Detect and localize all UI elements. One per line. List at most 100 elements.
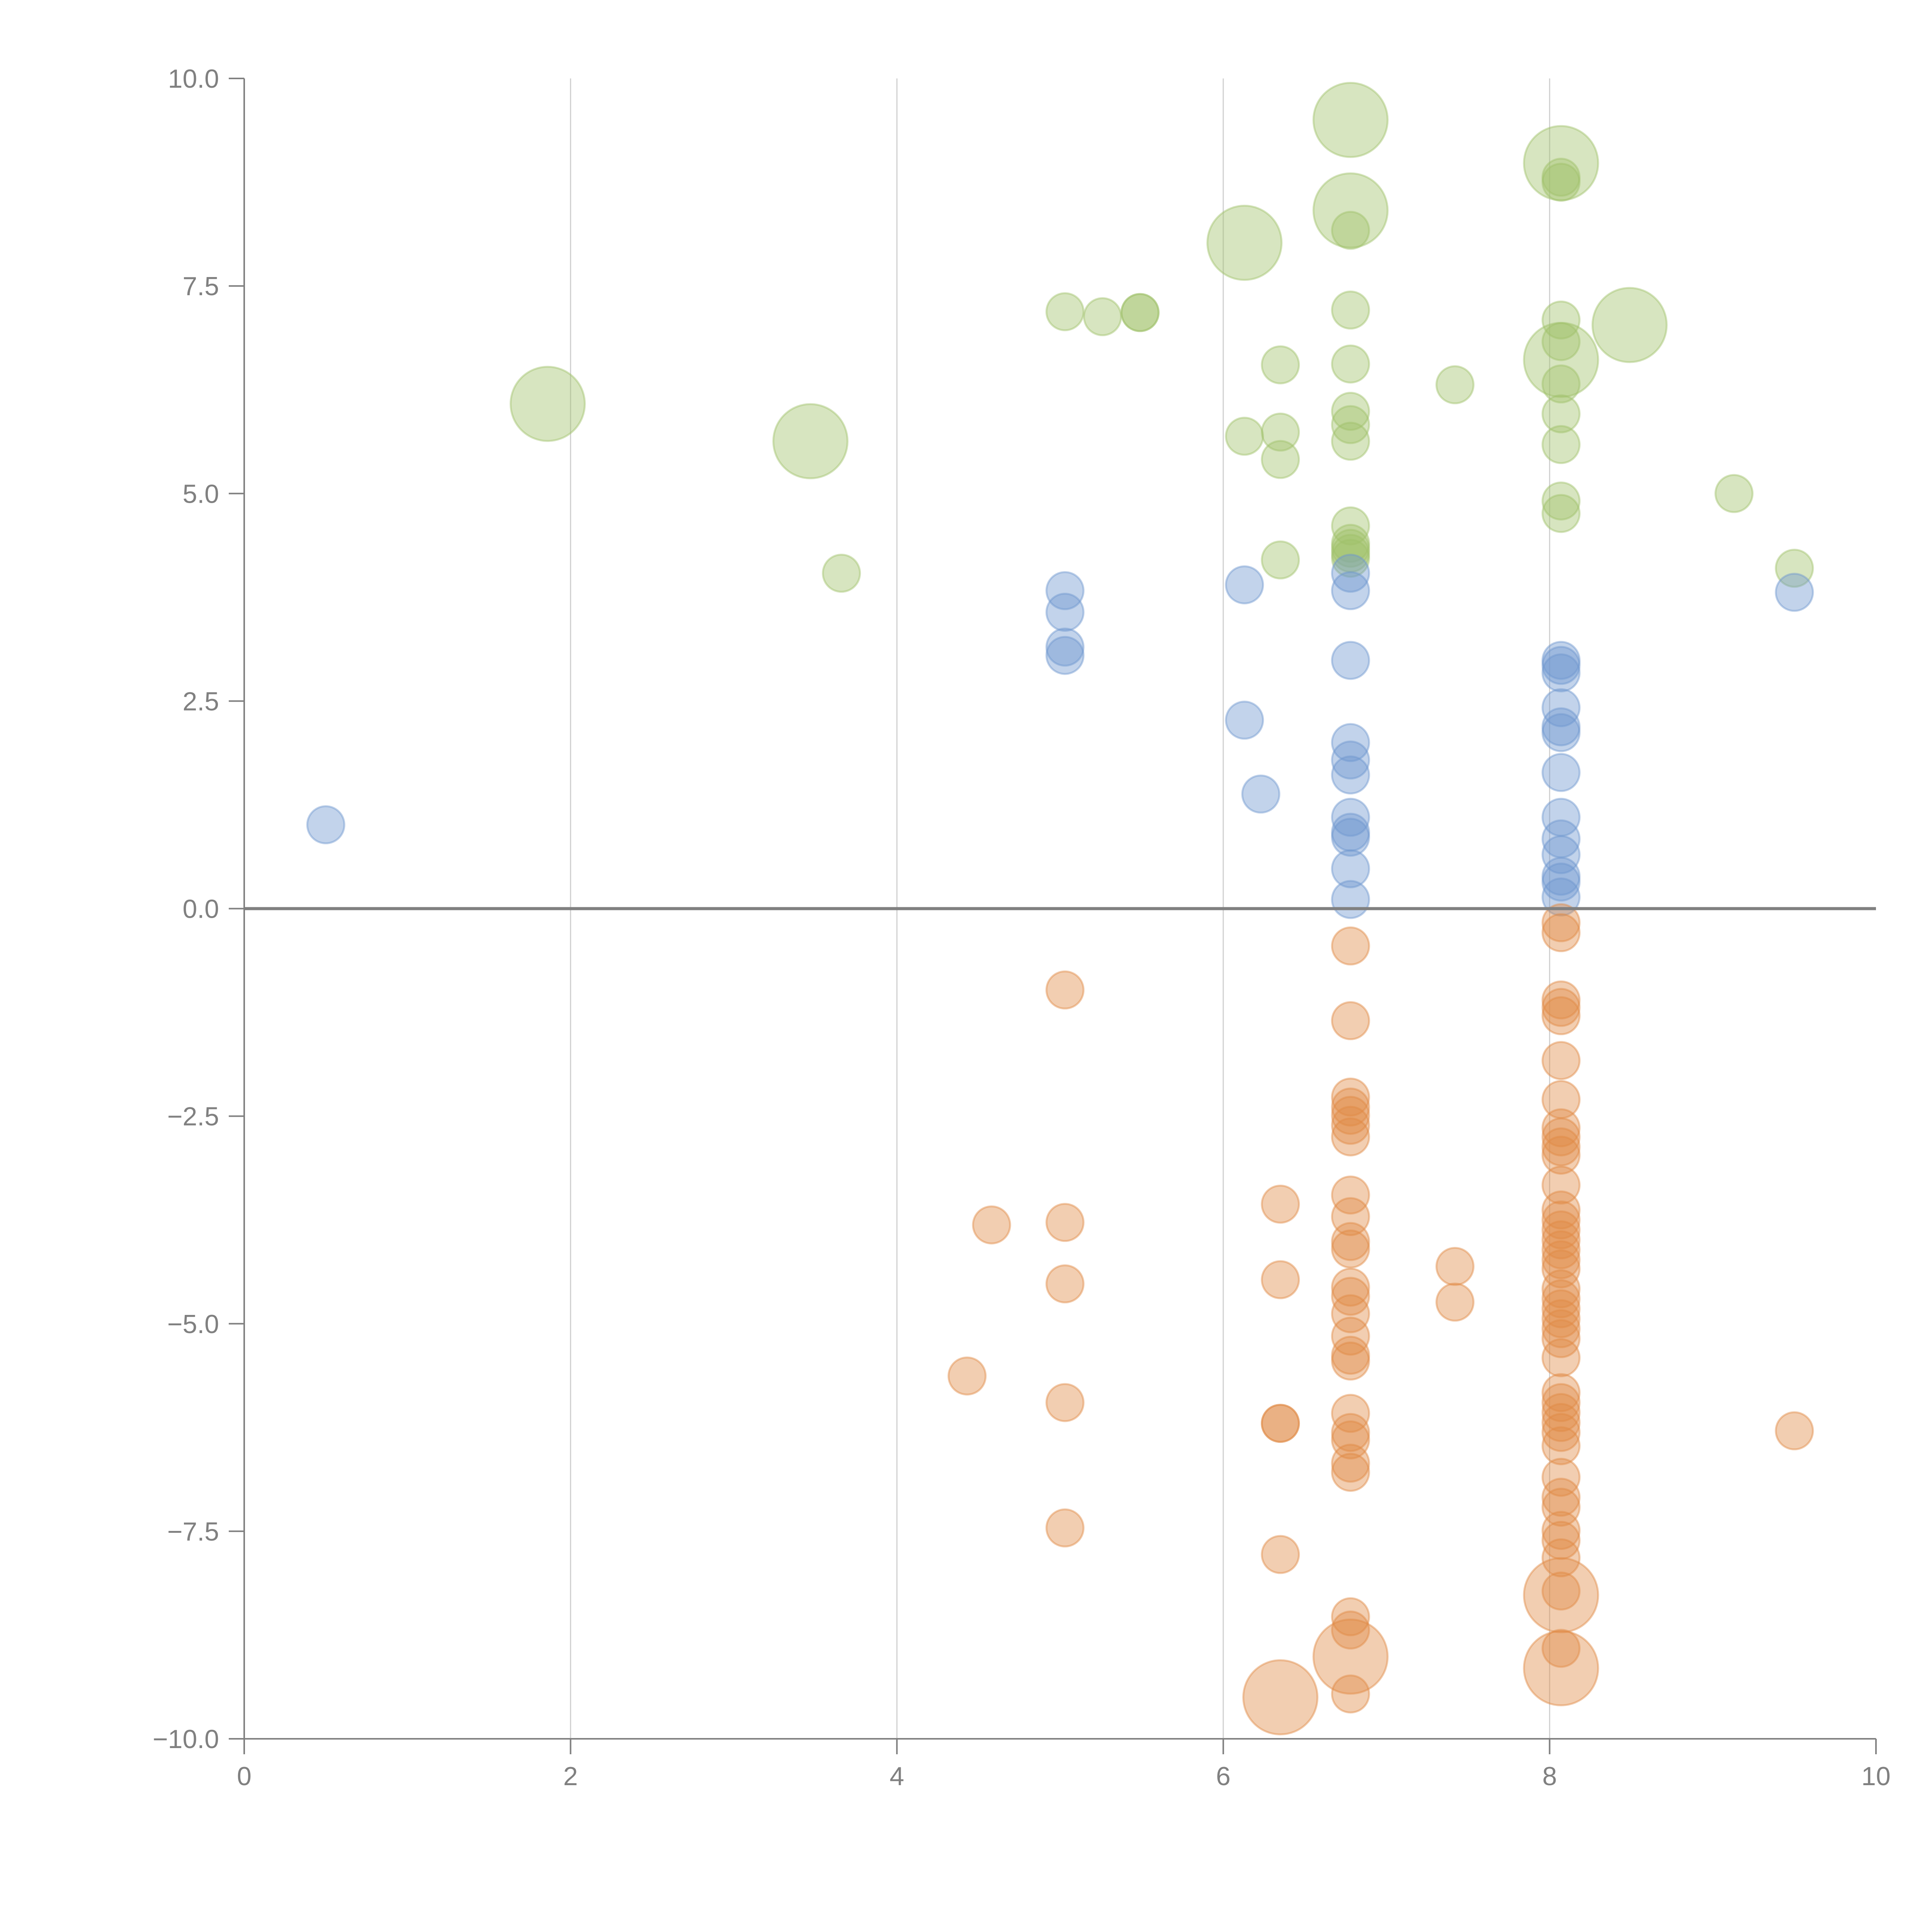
point-blue-27 bbox=[1541, 819, 1581, 859]
point-orange-29 bbox=[1331, 1341, 1370, 1381]
point-orange-40 bbox=[1435, 1282, 1475, 1322]
y-tick-label: 7.5 bbox=[182, 272, 219, 301]
point-orange-45 bbox=[1541, 996, 1581, 1036]
point-orange-76 bbox=[1541, 1511, 1581, 1550]
axes: 0 2 4 6 8 10 10.0 7.5 5.0 2.5 0.0 −2.5 −5.0 −7.5 −10.… bbox=[153, 64, 1891, 1791]
point-orange-2 bbox=[1045, 970, 1085, 1010]
point-orange-27 bbox=[1331, 1316, 1370, 1356]
point-orange-24 bbox=[1331, 1267, 1370, 1307]
x-tick-label: 8 bbox=[1542, 1762, 1557, 1791]
point-green-36 bbox=[1541, 481, 1581, 521]
point-green-8 bbox=[1225, 417, 1264, 456]
point-blue-1 bbox=[1045, 571, 1085, 611]
point-orange-48 bbox=[1541, 1108, 1581, 1148]
point-blue-32 bbox=[1775, 573, 1814, 612]
point-orange-69 bbox=[1541, 1393, 1581, 1432]
point-orange-1 bbox=[972, 1205, 1011, 1245]
point-orange-52 bbox=[1541, 1165, 1581, 1205]
point-blue-0 bbox=[306, 805, 345, 845]
point-orange-42 bbox=[1541, 913, 1581, 952]
point-orange-59 bbox=[1541, 1249, 1581, 1289]
point-blue-11 bbox=[1331, 723, 1370, 762]
point-orange-82 bbox=[1523, 1630, 1599, 1706]
point-orange-60 bbox=[1541, 1269, 1581, 1309]
point-blue-14 bbox=[1331, 798, 1370, 837]
point-blue-12 bbox=[1331, 740, 1370, 780]
point-blue-6 bbox=[1225, 701, 1264, 740]
point-green-26 bbox=[1435, 365, 1475, 405]
point-orange-56 bbox=[1541, 1220, 1581, 1260]
point-blue-31 bbox=[1541, 877, 1581, 917]
point-orange-81 bbox=[1541, 1629, 1581, 1668]
x-tick-label: 4 bbox=[889, 1762, 904, 1791]
point-orange-23 bbox=[1331, 1229, 1370, 1269]
point-blue-15 bbox=[1331, 813, 1370, 852]
point-green-35 bbox=[1541, 425, 1581, 464]
x-tick-label: 6 bbox=[1216, 1762, 1231, 1791]
point-orange-26 bbox=[1331, 1294, 1370, 1333]
point-green-0 bbox=[509, 366, 586, 442]
point-green-10 bbox=[1261, 412, 1300, 452]
y-axis-ticks: 10.0 7.5 5.0 2.5 0.0 −2.5 −5.0 −7.5 −10.0 bbox=[153, 64, 244, 1754]
point-green-32 bbox=[1523, 321, 1599, 398]
point-orange-4 bbox=[1045, 1264, 1085, 1304]
point-orange-55 bbox=[1541, 1210, 1581, 1250]
y-tick-label: 5.0 bbox=[182, 479, 219, 509]
point-blue-8 bbox=[1331, 554, 1370, 593]
x-axis-ticks: 0 2 4 6 8 10 bbox=[237, 1739, 1891, 1791]
point-blue-13 bbox=[1331, 755, 1370, 795]
point-orange-41 bbox=[1541, 903, 1581, 942]
point-green-30 bbox=[1541, 300, 1581, 340]
point-orange-72 bbox=[1541, 1426, 1581, 1466]
point-orange-71 bbox=[1541, 1413, 1581, 1452]
point-orange-61 bbox=[1541, 1279, 1581, 1318]
point-orange-68 bbox=[1541, 1383, 1581, 1422]
point-green-7 bbox=[1206, 204, 1283, 281]
point-green-21 bbox=[1331, 506, 1370, 546]
point-orange-13 bbox=[1331, 926, 1370, 966]
x-tick-label: 10 bbox=[1861, 1762, 1891, 1791]
point-green-28 bbox=[1541, 158, 1581, 197]
point-orange-75 bbox=[1541, 1488, 1581, 1527]
point-orange-16 bbox=[1331, 1087, 1370, 1127]
point-green-4 bbox=[1083, 297, 1122, 337]
point-green-6 bbox=[1120, 293, 1160, 332]
point-orange-5 bbox=[1045, 1383, 1085, 1422]
point-green-19 bbox=[1331, 405, 1370, 444]
point-orange-74 bbox=[1541, 1478, 1581, 1517]
point-orange-43 bbox=[1541, 980, 1581, 1020]
point-green-12 bbox=[1261, 540, 1300, 580]
point-blue-26 bbox=[1541, 798, 1581, 837]
point-orange-44 bbox=[1541, 988, 1581, 1027]
data-points bbox=[306, 82, 1814, 1736]
point-blue-17 bbox=[1331, 849, 1370, 888]
point-blue-21 bbox=[1541, 653, 1581, 692]
point-orange-8 bbox=[1261, 1260, 1300, 1299]
point-orange-38 bbox=[1331, 1674, 1370, 1714]
point-green-5 bbox=[1120, 293, 1160, 332]
point-orange-7 bbox=[1261, 1184, 1300, 1224]
point-orange-34 bbox=[1331, 1452, 1370, 1492]
point-orange-46 bbox=[1541, 1041, 1581, 1080]
point-blue-9 bbox=[1331, 571, 1370, 611]
y-tick-label: 10.0 bbox=[168, 64, 219, 94]
point-orange-19 bbox=[1331, 1117, 1370, 1156]
point-orange-30 bbox=[1331, 1394, 1370, 1433]
point-blue-22 bbox=[1541, 688, 1581, 728]
point-orange-53 bbox=[1541, 1190, 1581, 1230]
point-green-29 bbox=[1541, 163, 1581, 202]
point-orange-78 bbox=[1541, 1538, 1581, 1578]
point-orange-33 bbox=[1331, 1444, 1370, 1483]
x-tick-label: 2 bbox=[563, 1762, 578, 1791]
point-blue-28 bbox=[1541, 835, 1581, 874]
point-orange-25 bbox=[1331, 1277, 1370, 1316]
point-orange-6 bbox=[1045, 1508, 1085, 1548]
point-green-13 bbox=[1312, 82, 1389, 158]
point-orange-32 bbox=[1331, 1420, 1370, 1460]
point-orange-62 bbox=[1541, 1289, 1581, 1328]
point-green-38 bbox=[1591, 287, 1668, 363]
point-green-25 bbox=[1331, 539, 1370, 578]
point-green-2 bbox=[822, 554, 861, 593]
point-orange-36 bbox=[1331, 1611, 1370, 1650]
